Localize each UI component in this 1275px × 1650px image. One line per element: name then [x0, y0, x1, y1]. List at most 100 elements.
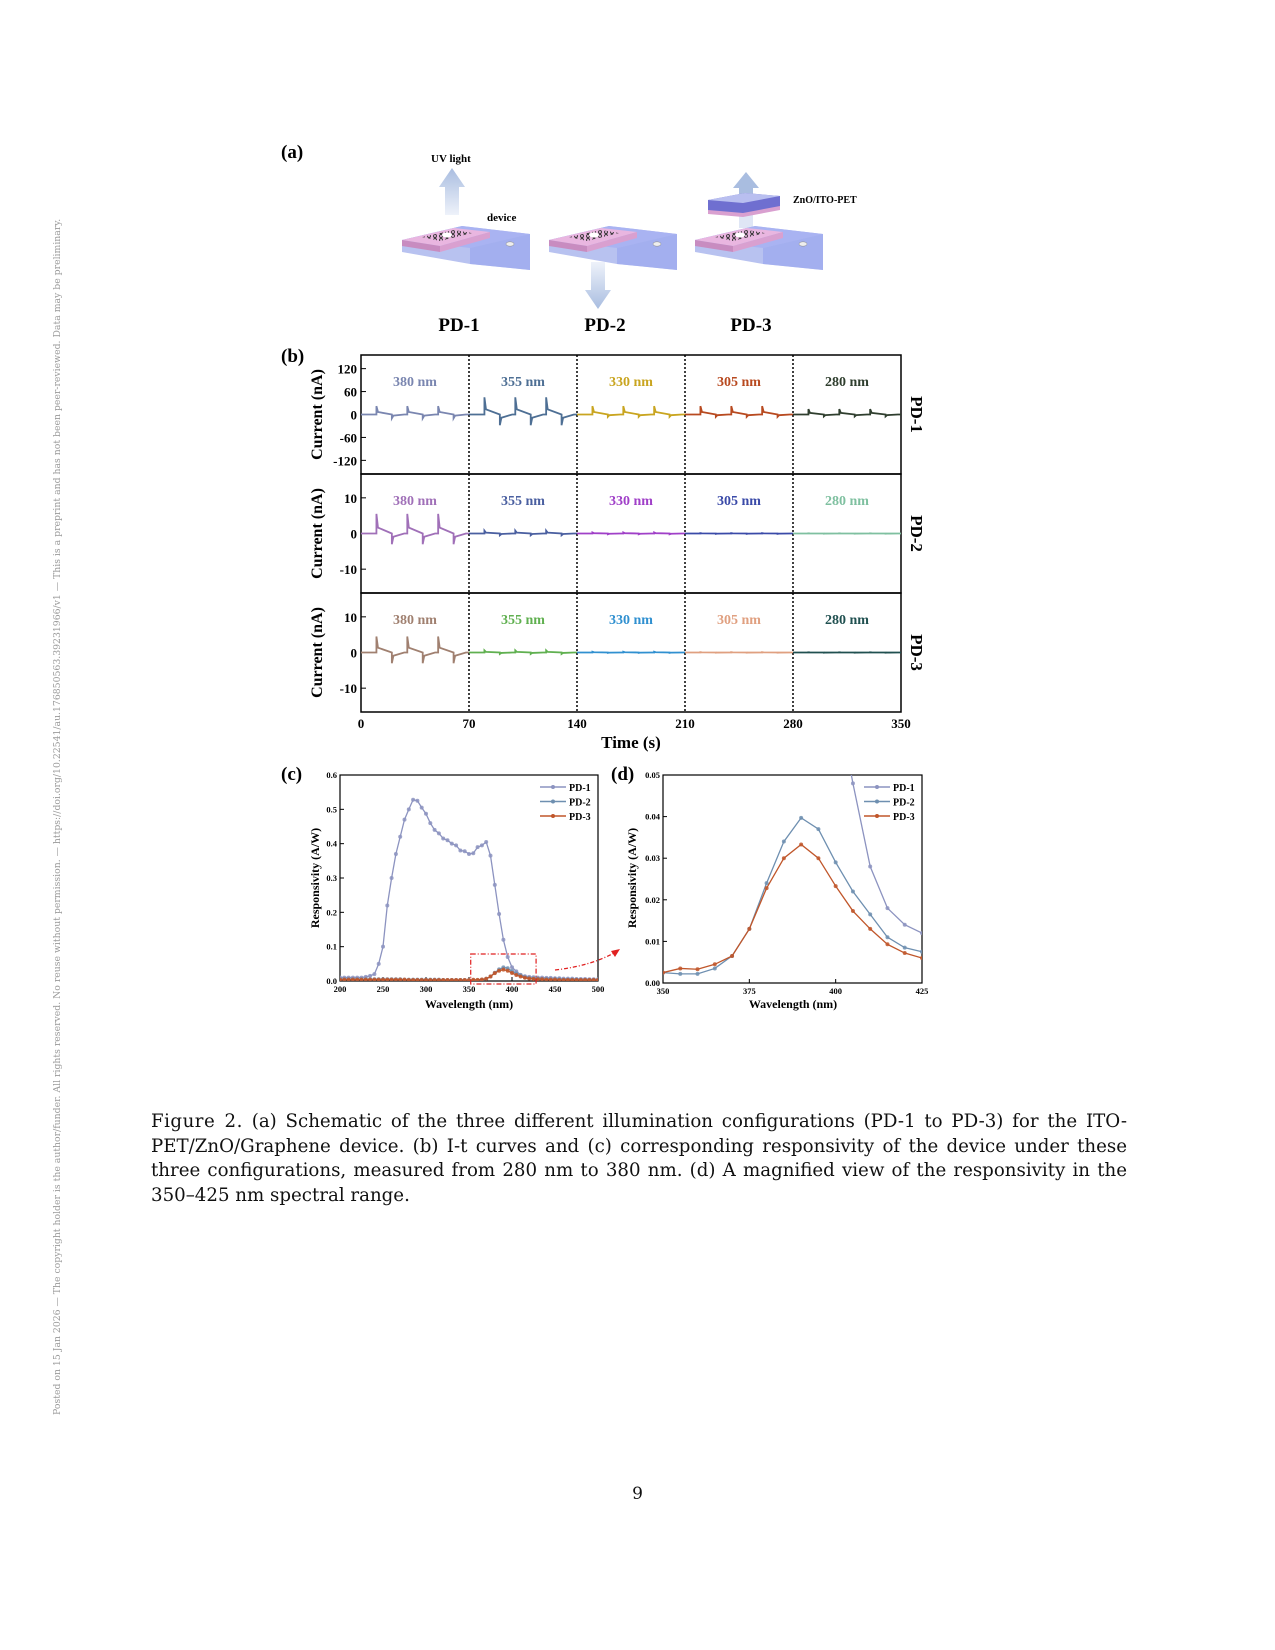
y-tick-label: 0.1 — [326, 942, 337, 952]
series-line — [663, 816, 922, 975]
data-point — [816, 856, 821, 861]
y-tick-label: -10 — [340, 562, 357, 577]
data-point — [510, 971, 514, 976]
plot-frame — [662, 774, 923, 984]
data-point — [548, 977, 553, 981]
data-point — [411, 797, 416, 802]
series-pd-3 — [663, 842, 922, 975]
legend-label: PD-3 — [569, 812, 591, 823]
legend-label: PD-1 — [569, 783, 591, 794]
x-tick-label: 280 — [783, 716, 803, 731]
data-point — [920, 931, 922, 936]
data-point — [368, 977, 373, 981]
wavelength-label: 380 nm — [393, 494, 437, 509]
data-point — [544, 977, 549, 981]
data-point — [799, 842, 804, 847]
series-line — [340, 798, 598, 980]
data-point — [497, 968, 502, 973]
row-label: PD-3 — [907, 634, 926, 671]
current-trace — [577, 650, 685, 654]
config-label-pd3: PD-3 — [730, 315, 771, 336]
data-point — [484, 976, 489, 981]
x-tick-label: 210 — [675, 716, 695, 731]
y-tick-label: 0.2 — [326, 907, 337, 917]
series-pd-3 — [340, 967, 598, 981]
data-point — [475, 845, 480, 850]
data-point — [402, 817, 407, 822]
y-axis-label: Current (nA) — [309, 369, 326, 460]
data-point — [479, 977, 484, 981]
x-tick-label: 140 — [567, 716, 587, 731]
data-point — [376, 961, 381, 966]
data-point — [583, 977, 588, 981]
y-axis-label: Current (nA) — [309, 607, 326, 698]
data-point — [535, 977, 540, 981]
wavelength-label: 305 nm — [717, 375, 761, 390]
wavelength-label: 280 nm — [825, 494, 869, 509]
x-tick-label: 200 — [334, 984, 347, 994]
panel-c-label: (c) — [281, 764, 302, 785]
data-point — [591, 977, 596, 981]
panel-d-label: (d) — [611, 764, 634, 785]
data-point — [441, 836, 446, 841]
data-point — [850, 889, 855, 894]
current-trace — [469, 528, 577, 538]
data-point — [445, 838, 450, 843]
data-point — [458, 848, 463, 853]
panel-c-xlabel: Wavelength (nm) — [425, 997, 513, 1011]
data-point — [441, 977, 446, 981]
data-point — [885, 906, 890, 911]
uv-arrow-down-icon — [585, 262, 611, 309]
data-point — [424, 977, 428, 981]
data-point — [340, 977, 342, 981]
y-tick-label: -120 — [333, 453, 357, 468]
zno-ito-pet-layer — [708, 193, 780, 217]
data-point — [505, 954, 510, 959]
current-trace — [577, 405, 685, 420]
data-point — [389, 876, 394, 880]
x-tick-label: 0 — [358, 716, 365, 731]
data-point — [712, 966, 717, 971]
data-point — [462, 977, 467, 981]
y-axis-label: Current (nA) — [309, 488, 326, 579]
wavelength-label: 305 nm — [717, 613, 761, 628]
x-tick-label: 500 — [592, 984, 605, 994]
data-point — [833, 860, 838, 865]
row-label: PD-1 — [907, 396, 926, 433]
data-point — [381, 944, 385, 949]
data-point — [885, 935, 890, 940]
current-trace — [793, 408, 901, 419]
x-tick-label: 400 — [829, 986, 842, 996]
data-point — [678, 966, 683, 971]
y-tick-label: 0.5 — [326, 804, 337, 814]
data-point — [372, 977, 377, 981]
data-point — [467, 851, 471, 856]
y-tick-label: 0.04 — [645, 812, 661, 822]
current-trace — [577, 530, 685, 536]
data-point — [428, 977, 433, 981]
series-line — [663, 843, 922, 974]
data-point — [695, 971, 700, 976]
data-point — [488, 974, 493, 979]
legend-marker — [875, 814, 879, 818]
y-tick-label: 10 — [344, 610, 357, 625]
data-point — [570, 977, 575, 981]
row-label: PD-2 — [907, 515, 926, 552]
data-point — [359, 977, 364, 981]
wavelength-label: 355 nm — [501, 494, 545, 509]
data-point — [522, 975, 527, 980]
zoom-arrow — [554, 952, 615, 971]
x-tick-label: 375 — [743, 986, 756, 996]
data-point — [492, 882, 497, 887]
data-point — [885, 942, 890, 947]
data-point — [411, 977, 416, 981]
data-point — [764, 886, 769, 891]
caption-text: (a) Schematic of the three different ill… — [151, 1111, 1127, 1206]
data-point — [850, 909, 855, 914]
data-point — [510, 965, 514, 970]
zno-ito-pet-label: ZnO/ITO-PET — [793, 195, 857, 206]
data-point — [527, 976, 532, 981]
series-pd-1 — [850, 775, 922, 936]
legend-label: PD-2 — [569, 798, 591, 809]
config-label-pd1: PD-1 — [438, 315, 479, 336]
